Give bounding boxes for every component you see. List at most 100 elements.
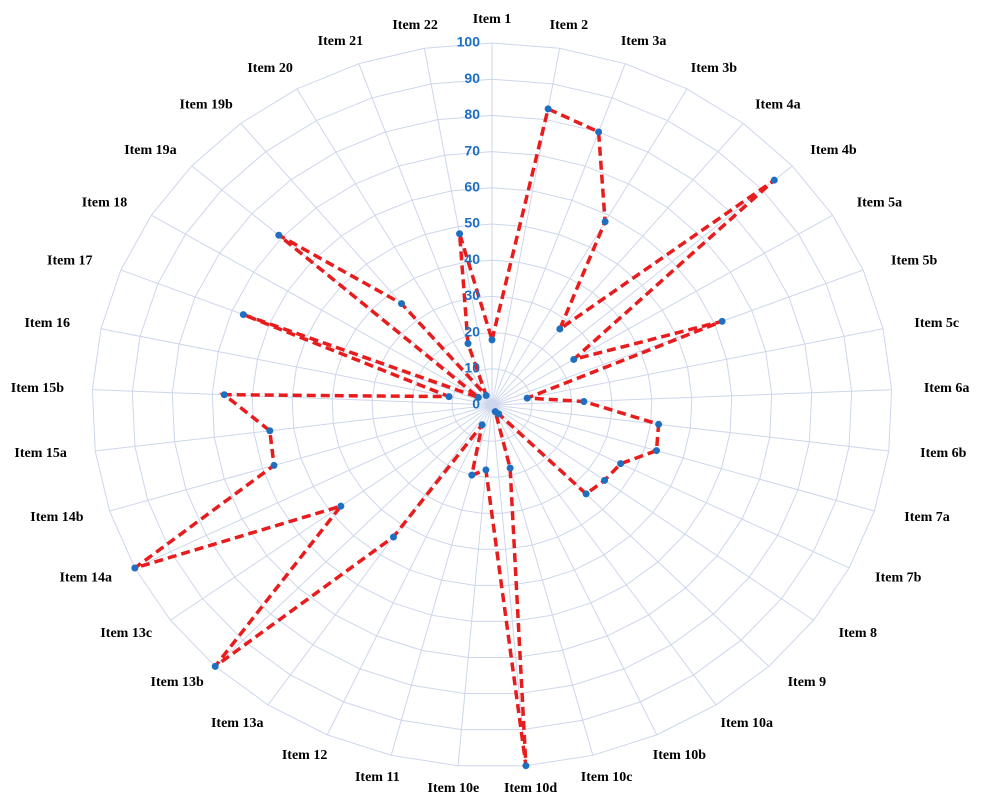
spoke <box>491 404 658 736</box>
spoke <box>491 404 875 512</box>
tick-label: 100 <box>457 34 481 50</box>
grid-ring <box>291 223 693 586</box>
grid-ring <box>251 187 733 622</box>
data-point <box>570 355 578 363</box>
spoke <box>491 63 626 406</box>
series-line <box>133 106 776 766</box>
grid-ring <box>131 78 853 731</box>
spoke <box>92 389 493 406</box>
category-label: Item 19a <box>124 143 177 158</box>
tick-label: 10 <box>464 360 480 376</box>
data-point <box>275 231 283 239</box>
category-label: Item 19b <box>180 98 233 113</box>
spoke <box>326 404 493 736</box>
grid-ring <box>91 42 893 767</box>
category-label: Item 18 <box>82 195 128 210</box>
tick-label: 80 <box>464 106 480 122</box>
category-label: Item 13c <box>100 626 152 641</box>
spoke <box>491 48 561 406</box>
category-label: Item 4b <box>810 143 856 158</box>
category-label: Item 10d <box>504 781 557 796</box>
spoke <box>491 404 717 706</box>
data-point <box>770 176 778 184</box>
grid-ring <box>211 151 773 658</box>
data-point <box>389 533 397 541</box>
category-label: Item 16 <box>24 316 70 331</box>
data-point <box>582 490 590 498</box>
category-label: Item 9 <box>788 675 827 690</box>
spoke <box>491 404 850 569</box>
data-point <box>523 394 531 402</box>
category-label: Item 10c <box>581 770 633 785</box>
grid-ring <box>451 368 533 442</box>
category-label: Item 7b <box>875 571 921 586</box>
spoke <box>390 404 493 756</box>
category-label: Item 3a <box>621 34 667 49</box>
category-label: Item 12 <box>282 748 328 763</box>
category-label: Item 5c <box>914 316 959 331</box>
category-label: Item 6a <box>924 381 970 396</box>
tick-label: 70 <box>464 142 480 158</box>
grid-ring <box>411 332 573 478</box>
data-point <box>211 662 219 670</box>
category-label: Item 6b <box>920 446 966 461</box>
data-point <box>595 128 603 136</box>
data-point <box>270 461 278 469</box>
tick-label: 0 <box>472 396 480 412</box>
category-label: Item 4a <box>755 98 801 113</box>
category-label: Item 14a <box>59 571 112 586</box>
data-point <box>266 427 274 435</box>
data-point <box>398 300 406 308</box>
data-point <box>488 336 496 344</box>
category-label: Item 11 <box>355 770 400 785</box>
spoke <box>134 404 493 569</box>
data-point <box>456 230 464 238</box>
tick-label: 60 <box>464 179 480 195</box>
category-label: Item 15b <box>11 381 64 396</box>
data-point <box>544 105 552 113</box>
spoke <box>151 214 493 406</box>
tick-label: 90 <box>464 70 480 86</box>
spoke <box>267 404 493 706</box>
spoke <box>491 214 833 406</box>
spoke <box>491 389 892 406</box>
category-label: Item 8 <box>839 626 878 641</box>
category-label: Item 15a <box>14 446 67 461</box>
data-point <box>131 564 139 572</box>
spoke <box>423 48 493 406</box>
data-point <box>239 311 247 319</box>
data-point <box>556 325 564 333</box>
spoke <box>109 404 493 512</box>
category-label: Item 20 <box>247 61 293 76</box>
category-label: Item 7a <box>904 510 950 525</box>
spoke <box>491 328 884 406</box>
data-point <box>491 408 499 416</box>
category-label: Item 22 <box>392 18 438 33</box>
spoke <box>296 88 493 406</box>
category-label: Item 3b <box>691 61 737 76</box>
spoke <box>491 404 814 621</box>
tick-label: 40 <box>464 251 480 267</box>
spoke <box>100 328 493 406</box>
data-point <box>655 420 663 428</box>
category-label: Item 10b <box>653 748 706 763</box>
category-label: Item 21 <box>318 34 364 49</box>
data-point <box>445 393 453 401</box>
spoke <box>491 404 770 667</box>
data-point <box>522 762 530 770</box>
category-label: Item 1 <box>473 12 512 27</box>
data-point <box>474 393 482 401</box>
data-point <box>464 340 472 348</box>
spoke <box>491 269 864 406</box>
category-label: Item 2 <box>550 18 589 33</box>
category-label: Item 5b <box>891 254 937 269</box>
data-point <box>652 447 660 455</box>
data-point <box>601 218 609 226</box>
data-point <box>220 391 228 399</box>
spoke <box>491 165 793 406</box>
category-label: Item 14b <box>30 510 83 525</box>
data-point <box>617 460 625 468</box>
data-point <box>337 502 345 510</box>
data-point <box>718 317 726 325</box>
